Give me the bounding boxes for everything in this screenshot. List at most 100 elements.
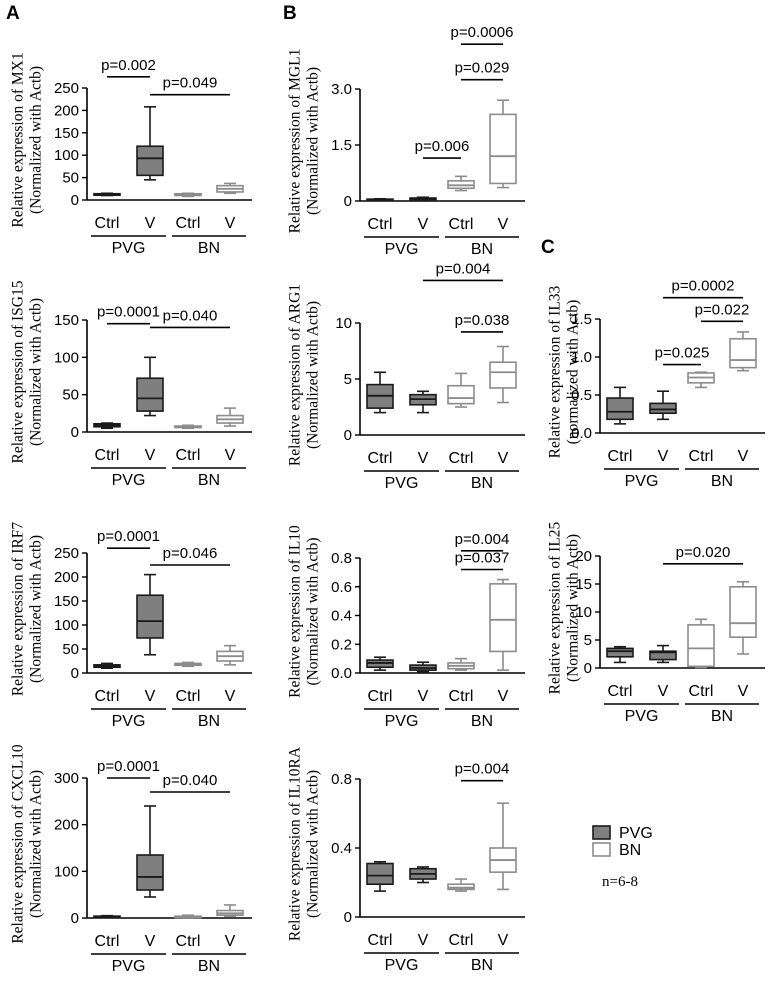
significance-bracket: p=0.004: [423, 260, 503, 282]
p-value-label: p=0.020: [676, 544, 731, 561]
x-category-label: Ctrl: [368, 450, 393, 467]
box-bn-ctrl: [174, 192, 202, 198]
x-category-label: Ctrl: [368, 216, 393, 233]
p-value-label: p=0.0002: [672, 278, 735, 295]
x-category-label: Ctrl: [368, 688, 393, 705]
p-value-label: p=0.002: [101, 57, 156, 74]
x-category-label: Ctrl: [176, 688, 201, 705]
group-label: PVG: [625, 708, 659, 725]
significance-bracket: p=0.037: [455, 550, 509, 571]
p-value-label: p=0.0001: [97, 758, 160, 775]
y-axis-label-secondary: (normalized with Actb): [564, 300, 581, 445]
y-axis-label: Relative expression of IRF7: [9, 522, 26, 697]
y-tick-label: 0.8: [331, 771, 352, 788]
x-category-label: V: [498, 932, 509, 949]
y-axis-label-secondary: (Normalized with Actb): [564, 534, 581, 682]
y-tick-label: 0: [584, 660, 592, 677]
box-iqr: [489, 361, 517, 389]
x-category-label: V: [658, 448, 669, 465]
y-axis-label: Relative expression of IL10: [286, 525, 303, 698]
box-pvg-v: [136, 805, 164, 898]
y-axis-label-secondary: (Normalized with Actb): [27, 535, 44, 683]
y-axis-label: Relative expression of MGL1: [286, 49, 303, 234]
box-pvg-v: [136, 573, 164, 656]
y-tick-label: 0.4: [331, 608, 352, 625]
y-tick-label: 300: [54, 770, 79, 787]
group-label: BN: [198, 240, 220, 257]
y-axis-label: Relative expression of ARG1: [286, 284, 303, 466]
chart-8: 0 0.4 0.8 Relative expression of IL10RA (Nor…: [286, 746, 525, 974]
box-bn-v: [489, 99, 517, 189]
y-tick-label: 250: [54, 80, 79, 97]
y-tick-label: 10: [575, 604, 592, 621]
y-tick-label: 150: [54, 312, 79, 329]
y-tick-label: 1.5: [331, 137, 352, 154]
y-axis-label: Relative expression of MX1: [9, 52, 26, 227]
p-value-label: p=0.004: [455, 761, 510, 778]
legend-swatch-bn: [592, 842, 611, 857]
legend-swatch-pvg: [592, 825, 611, 840]
box-bn-ctrl: [687, 371, 715, 389]
box-iqr: [136, 594, 164, 639]
significance-bracket: p=0.0001: [97, 528, 160, 550]
y-tick-label: 20: [575, 548, 592, 565]
y-tick-label: 0: [344, 427, 352, 444]
x-category-label: V: [738, 448, 749, 465]
x-category-label: Ctrl: [176, 215, 201, 232]
y-tick-label: 0: [344, 909, 352, 926]
x-category-label: Ctrl: [608, 448, 633, 465]
box-pvg-v: [409, 661, 437, 673]
box-bn-v: [489, 345, 517, 404]
y-tick-label: 0: [71, 665, 79, 682]
y-tick-label: 1.0: [571, 349, 592, 366]
box-bn-ctrl: [447, 878, 475, 892]
box-iqr: [489, 113, 517, 185]
group-label: BN: [198, 713, 220, 730]
y-axis-label-secondary: (Normalized with Actb): [27, 770, 44, 918]
group-label: BN: [711, 708, 733, 725]
box-iqr: [606, 647, 634, 658]
p-value-label: p=0.038: [455, 312, 510, 329]
y-tick-label: 0: [71, 192, 79, 209]
x-category-label: V: [418, 216, 429, 233]
box-pvg-ctrl: [93, 662, 121, 670]
group-label: BN: [471, 957, 493, 974]
box-pvg-ctrl: [93, 192, 121, 197]
box-iqr: [136, 145, 164, 177]
y-tick-label: 3.0: [331, 81, 352, 98]
group-label: PVG: [625, 473, 659, 490]
significance-bracket: p=0.025: [655, 345, 709, 366]
box-pvg-ctrl: [93, 914, 121, 919]
y-tick-label: 0: [344, 193, 352, 210]
x-category-label: V: [225, 688, 236, 705]
group-label: PVG: [112, 713, 146, 730]
significance-bracket: p=0.0006: [451, 24, 513, 46]
p-value-label: p=0.0001: [97, 528, 160, 545]
group-label: PVG: [112, 472, 146, 489]
significance-bracket: p=0.0001: [97, 758, 160, 779]
box-pvg-v: [409, 390, 437, 414]
box-iqr: [649, 402, 677, 415]
box-iqr: [489, 583, 517, 653]
box-bn-v: [489, 578, 517, 671]
group-label: BN: [198, 472, 220, 489]
box-pvg-ctrl: [606, 645, 634, 664]
x-category-label: Ctrl: [176, 933, 201, 950]
chart-9: 0.0 0.5 1.0 1.5 Relative expression of IL33(…: [546, 278, 765, 490]
box-iqr: [136, 854, 164, 891]
significance-bracket: p=0.022: [695, 301, 749, 323]
significance-bracket: p=0.006: [415, 138, 469, 159]
box-iqr: [606, 397, 634, 421]
significance-bracket: p=0.049: [150, 75, 230, 96]
box-iqr: [366, 862, 394, 886]
x-category-label: V: [225, 447, 236, 464]
p-value-label: p=0.029: [455, 60, 510, 77]
significance-bracket: p=0.0002: [663, 278, 743, 299]
y-tick-label: 50: [62, 641, 79, 658]
y-tick-label: 1.5: [571, 311, 592, 328]
x-category-label: V: [145, 447, 156, 464]
box-pvg-v: [649, 390, 677, 421]
group-label: PVG: [385, 957, 419, 974]
